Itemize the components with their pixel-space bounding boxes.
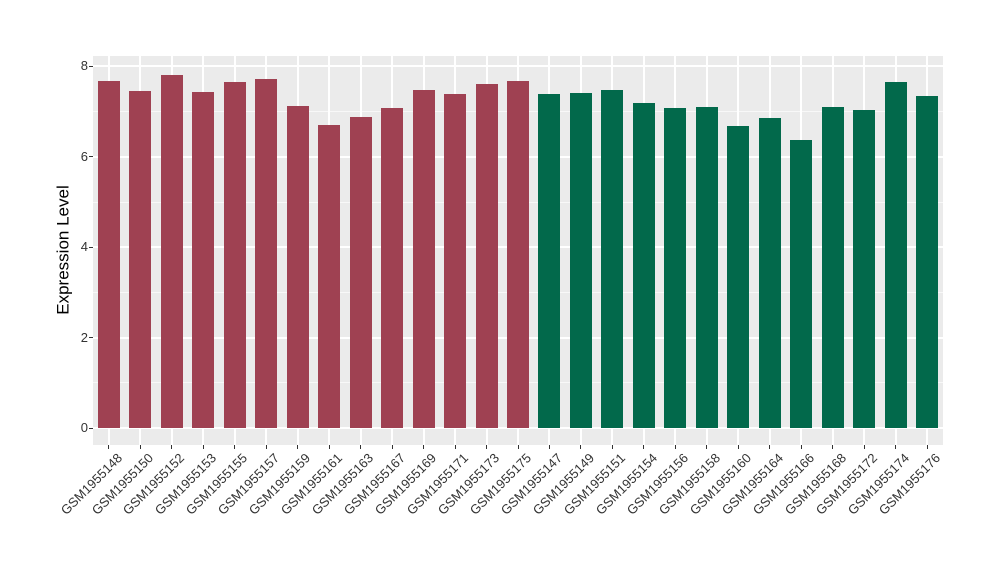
x-axis-tick	[737, 445, 739, 449]
y-tick-label: 2	[80, 329, 88, 345]
x-axis-tick	[139, 445, 141, 449]
y-tick-label: 0	[80, 420, 88, 435]
bar	[507, 81, 529, 428]
bar	[790, 140, 813, 428]
bar	[381, 107, 404, 428]
bar	[821, 106, 844, 428]
y-axis-tick	[89, 156, 93, 158]
bar	[160, 74, 183, 428]
bar	[318, 125, 341, 428]
x-axis-tick	[391, 445, 393, 449]
bar	[884, 81, 907, 428]
x-axis-tick	[769, 445, 771, 449]
plot-panel	[93, 56, 943, 445]
x-axis-tick	[328, 445, 330, 449]
bar	[349, 117, 372, 428]
bar	[412, 89, 435, 428]
x-axis-tick	[895, 445, 897, 449]
x-axis-tick	[234, 445, 236, 449]
y-axis-tick	[89, 427, 93, 429]
bar	[538, 94, 561, 428]
x-axis-tick	[832, 445, 834, 449]
y-tick-label: 8	[80, 58, 88, 74]
bar	[286, 105, 309, 428]
bar	[727, 126, 750, 428]
x-axis-tick	[863, 445, 865, 449]
bar	[129, 90, 152, 428]
x-axis-tick	[297, 445, 299, 449]
x-axis-tick	[171, 445, 173, 449]
bar	[632, 103, 655, 428]
y-tick-label: 4	[80, 239, 88, 255]
x-axis-tick	[800, 445, 802, 449]
bar	[853, 109, 876, 428]
y-tick-label: 6	[80, 148, 88, 164]
bar	[601, 89, 624, 428]
y-axis-tick	[89, 337, 93, 339]
bar	[255, 79, 278, 428]
x-axis-tick	[548, 445, 550, 449]
bar	[569, 93, 592, 428]
x-axis-tick	[517, 445, 519, 449]
x-axis-tick	[486, 445, 488, 449]
bar	[97, 81, 120, 428]
bar	[475, 84, 498, 428]
x-axis-tick	[202, 445, 204, 449]
x-axis-tick	[706, 445, 708, 449]
bar	[695, 106, 718, 428]
x-axis-tick	[926, 445, 928, 449]
x-axis-tick	[454, 445, 456, 449]
x-axis-tick	[674, 445, 676, 449]
bar	[916, 96, 939, 428]
bar	[758, 118, 781, 428]
bar	[664, 107, 687, 428]
y-axis-tick	[89, 246, 93, 248]
x-axis-tick	[580, 445, 582, 449]
x-axis-tick	[611, 445, 613, 449]
x-axis-tick	[423, 445, 425, 449]
x-axis-tick	[643, 445, 645, 449]
x-axis-tick	[108, 445, 110, 449]
bar	[223, 81, 246, 428]
y-axis-tick	[89, 65, 93, 67]
x-axis-tick	[360, 445, 362, 449]
bar	[192, 91, 215, 428]
x-axis-tick	[265, 445, 267, 449]
bar	[444, 93, 467, 428]
